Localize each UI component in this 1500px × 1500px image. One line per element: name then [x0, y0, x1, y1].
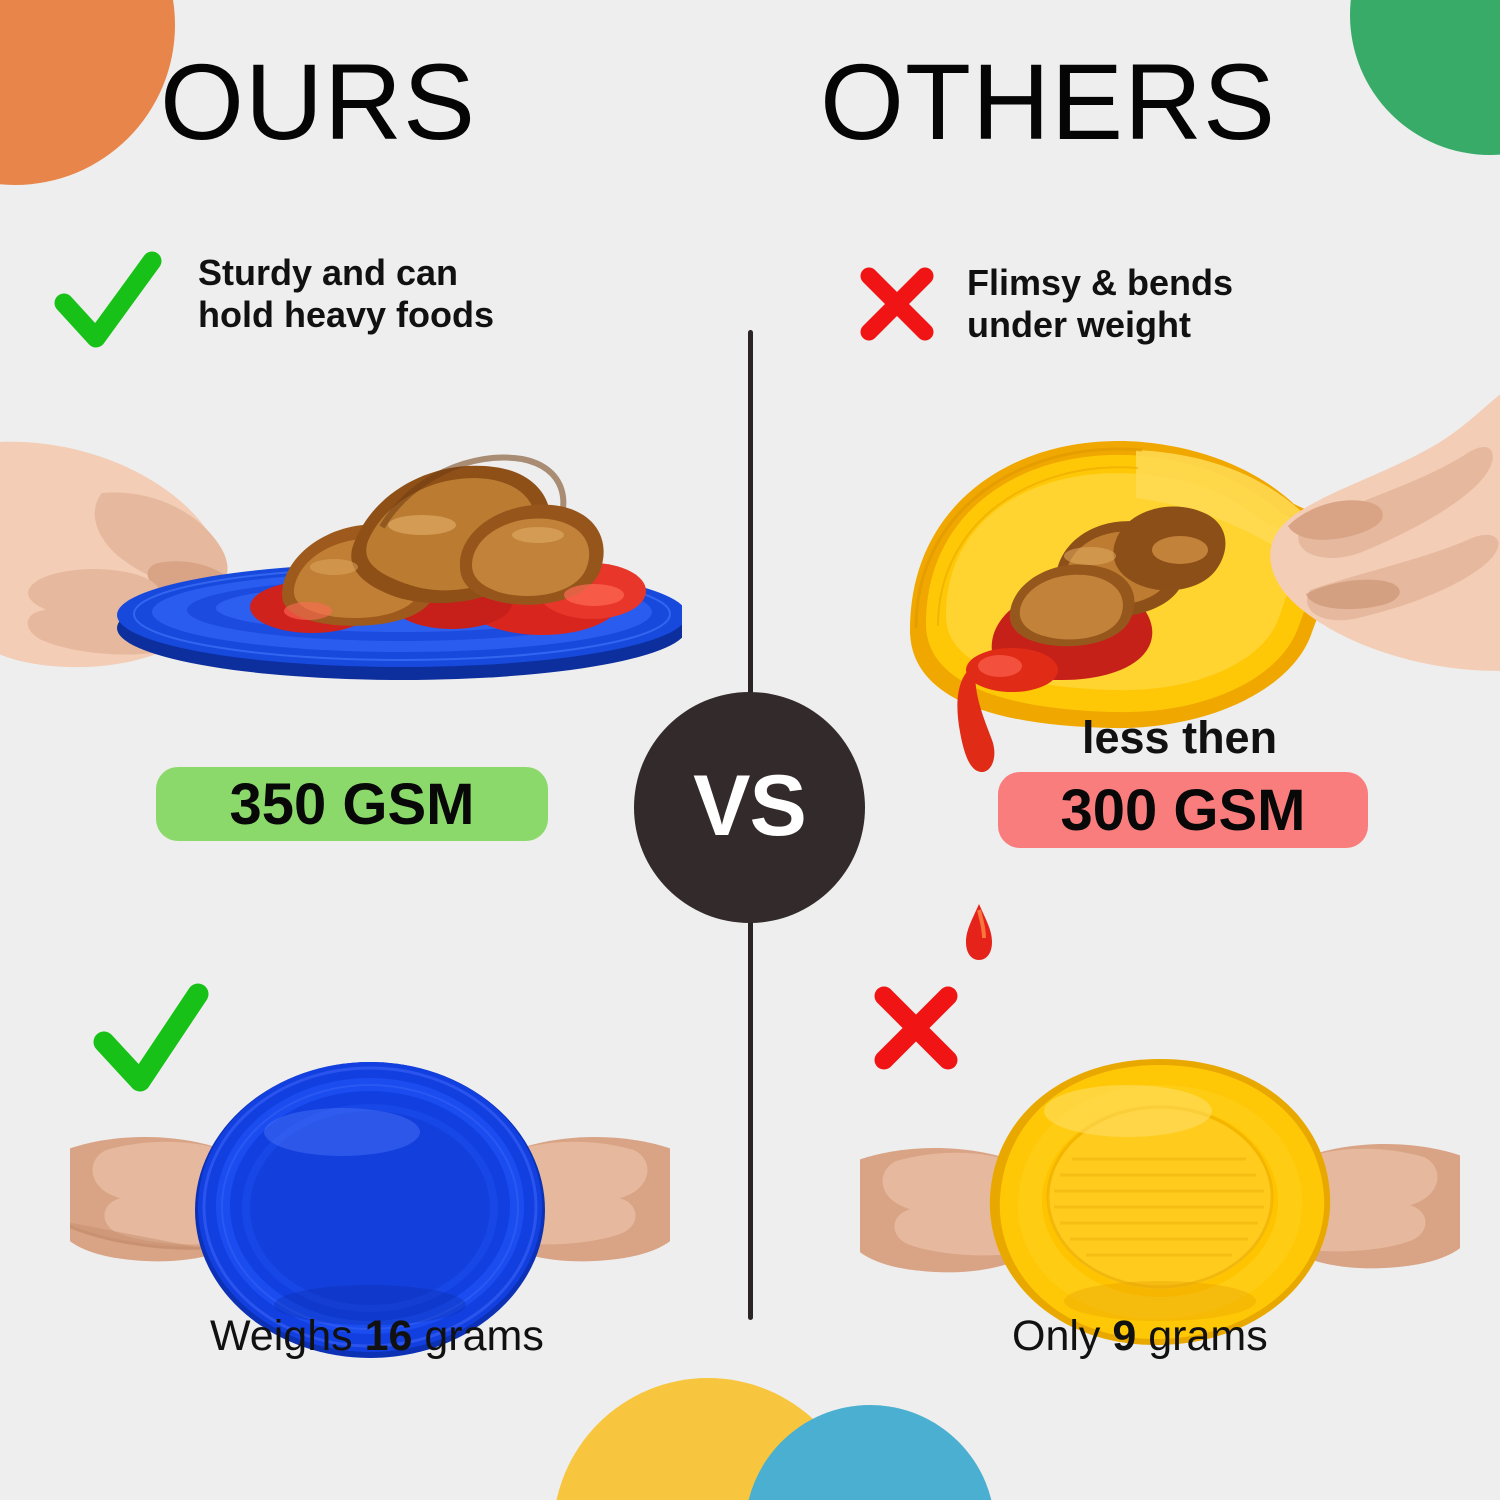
- weight-value-others: 9: [1112, 1312, 1137, 1360]
- image-two-hands-holding-yellow-plate: [860, 1059, 1460, 1346]
- yellow-plate-floppy: [989, 1059, 1331, 1346]
- weight-suffix-ours: grams: [412, 1312, 544, 1360]
- food-chicken-wings: [250, 454, 646, 635]
- weight-prefix-others: Only: [1012, 1312, 1113, 1360]
- vs-badge: VS: [634, 692, 865, 923]
- ketchup-drip-icon: [966, 904, 992, 960]
- weight-value-ours: 16: [364, 1312, 413, 1360]
- less-then-label: less then: [1082, 712, 1278, 763]
- weight-caption-others: Only 9 grams: [1012, 1312, 1268, 1361]
- weight-suffix-others: grams: [1136, 1312, 1268, 1360]
- claim-text-others: Flimsy & bends under weight: [967, 262, 1234, 345]
- vs-label: VS: [693, 757, 807, 854]
- decor-circle-orange: [0, 0, 175, 185]
- decor-circle-green: [1350, 0, 1500, 155]
- claim-row-others: Flimsy & bends under weight: [855, 262, 1233, 346]
- claim-row-ours: Sturdy and can hold heavy foods: [48, 245, 494, 357]
- food-sliding-out: [957, 506, 1226, 772]
- gsm-badge-others: 300 GSM: [998, 772, 1368, 848]
- weight-caption-ours: Weighs 16 grams: [210, 1312, 544, 1361]
- hand-right-bending: [1270, 394, 1500, 671]
- image-hand-bending-yellow-plate: [910, 394, 1500, 772]
- weight-prefix-ours: Weighs: [210, 1312, 365, 1360]
- claim-text-ours: Sturdy and can hold heavy foods: [198, 252, 495, 335]
- red-x-icon: [874, 986, 958, 1070]
- red-x-icon: [860, 267, 934, 341]
- column-title-others: OTHERS: [820, 41, 1277, 162]
- column-title-ours: OURS: [160, 41, 477, 162]
- image-hand-holding-blue-plate-with-food: [0, 441, 682, 680]
- gsm-badge-ours: 350 GSM: [156, 767, 548, 841]
- green-check-icon: [54, 251, 162, 348]
- blue-plate-rigid: [195, 1062, 545, 1358]
- green-check-icon: [93, 983, 209, 1092]
- image-two-hands-holding-blue-plate: [70, 1062, 670, 1358]
